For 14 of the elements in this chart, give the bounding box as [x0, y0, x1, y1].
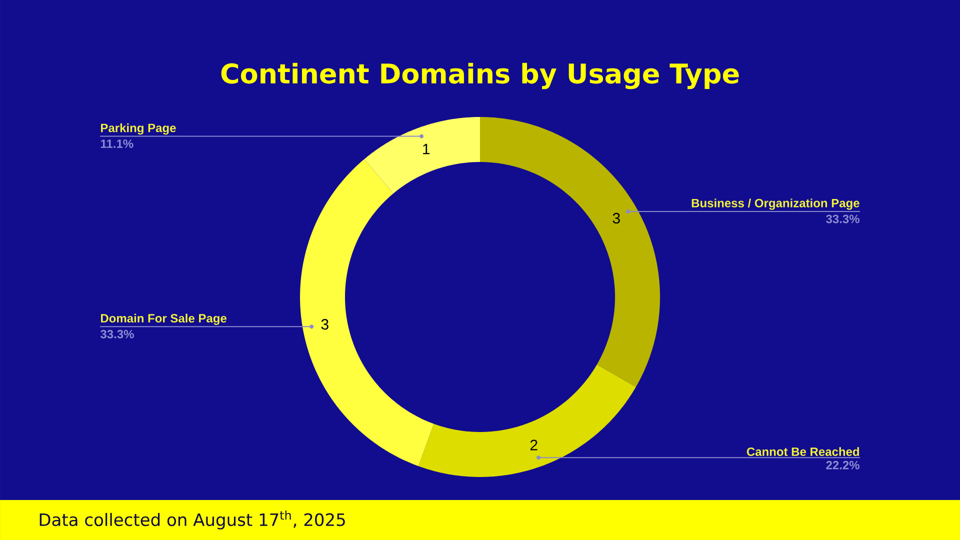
- text: 11.1%: [100, 140, 134, 148]
- slice-label: Parking Page: [101, 123, 176, 135]
- text: 33.3%: [826, 214, 860, 224]
- slice-label: Business / Organization Page: [692, 198, 860, 210]
- text: 33.3%: [100, 330, 134, 338]
- slice-label: Cannot Be Reached: [746, 447, 859, 456]
- data-label: 2: [530, 440, 538, 450]
- data-label: 3: [321, 319, 328, 330]
- data-label: 1: [423, 144, 430, 154]
- chart-title: Continent Domains by Usage Type: [221, 62, 739, 90]
- slice-label: Domain For Sale Page: [101, 314, 226, 325]
- text: Data collected on August 17$^{th}$, 2025: [40, 510, 345, 530]
- data-label: 3: [612, 212, 620, 224]
- text: 22.2%: [826, 460, 860, 470]
